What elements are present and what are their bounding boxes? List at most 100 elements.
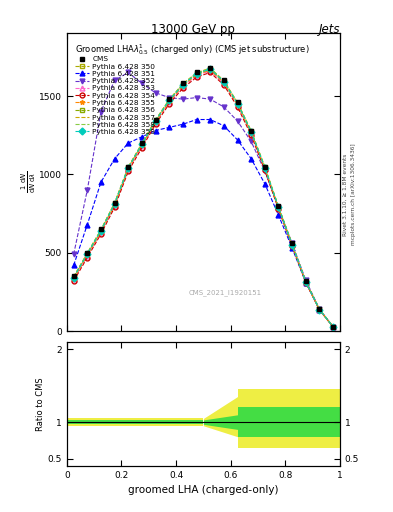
Pythia 6.428 353 xyxy=(99,229,103,236)
Pythia 6.428 354 xyxy=(194,74,199,80)
Line: Pythia 6.428 356: Pythia 6.428 356 xyxy=(71,66,336,329)
Pythia 6.428 355 xyxy=(180,83,185,89)
Pythia 6.428 351 xyxy=(99,179,103,185)
Line: Pythia 6.428 359: Pythia 6.428 359 xyxy=(71,67,336,329)
Line: Pythia 6.428 350: Pythia 6.428 350 xyxy=(71,67,336,329)
Pythia 6.428 350 xyxy=(249,129,253,135)
Pythia 6.428 353 xyxy=(194,73,199,79)
CMS xyxy=(112,200,117,206)
Pythia 6.428 352 xyxy=(140,80,144,87)
Pythia 6.428 355 xyxy=(99,228,103,234)
Pythia 6.428 355 xyxy=(235,101,240,108)
Pythia 6.428 355 xyxy=(276,205,281,211)
Pythia 6.428 352 xyxy=(208,96,213,102)
Pythia 6.428 353 xyxy=(263,166,267,172)
CMS xyxy=(235,99,240,105)
Pythia 6.428 359 xyxy=(194,71,199,77)
Pythia 6.428 357 xyxy=(276,203,281,209)
Pythia 6.428 358 xyxy=(249,128,253,134)
Pythia 6.428 354 xyxy=(249,132,253,138)
Pythia 6.428 358 xyxy=(167,97,172,103)
Pythia 6.428 357 xyxy=(180,81,185,87)
Pythia 6.428 350 xyxy=(126,165,130,171)
Pythia 6.428 351 xyxy=(235,137,240,143)
Pythia 6.428 353 xyxy=(276,205,281,211)
Pythia 6.428 357 xyxy=(235,99,240,105)
Pythia 6.428 356 xyxy=(140,141,144,147)
Pythia 6.428 350 xyxy=(235,101,240,107)
Pythia 6.428 354 xyxy=(71,278,76,284)
Pythia 6.428 355 xyxy=(112,202,117,208)
Pythia 6.428 358 xyxy=(71,274,76,280)
CMS xyxy=(222,77,226,83)
Pythia 6.428 352 xyxy=(126,70,130,76)
Y-axis label: Ratio to CMS: Ratio to CMS xyxy=(36,377,45,431)
Pythia 6.428 350 xyxy=(167,98,172,104)
Pythia 6.428 357 xyxy=(263,164,267,170)
Pythia 6.428 357 xyxy=(208,65,213,71)
Pythia 6.428 350 xyxy=(331,324,336,330)
Pythia 6.428 359 xyxy=(126,165,130,171)
Pythia 6.428 354 xyxy=(180,85,185,91)
Pythia 6.428 350 xyxy=(99,228,103,234)
Pythia 6.428 357 xyxy=(222,77,226,83)
Pythia 6.428 359 xyxy=(85,251,90,257)
Pythia 6.428 354 xyxy=(99,231,103,237)
Pythia 6.428 356 xyxy=(99,227,103,233)
Pythia 6.428 358 xyxy=(194,70,199,76)
Pythia 6.428 357 xyxy=(153,117,158,123)
Pythia 6.428 355 xyxy=(153,119,158,125)
Pythia 6.428 353 xyxy=(222,80,226,87)
CMS xyxy=(290,240,294,246)
Pythia 6.428 355 xyxy=(317,307,322,313)
Pythia 6.428 351 xyxy=(208,116,213,122)
CMS xyxy=(276,203,281,209)
Pythia 6.428 351 xyxy=(112,156,117,162)
Pythia 6.428 350 xyxy=(112,201,117,207)
Pythia 6.428 356 xyxy=(290,242,294,248)
Pythia 6.428 358 xyxy=(303,279,308,285)
Pythia 6.428 351 xyxy=(167,124,172,131)
Pythia 6.428 357 xyxy=(140,140,144,146)
Pythia 6.428 353 xyxy=(71,276,76,283)
Pythia 6.428 355 xyxy=(194,72,199,78)
Text: mcplots.cern.ch [arXiv:1306.3436]: mcplots.cern.ch [arXiv:1306.3436] xyxy=(351,144,356,245)
CMS xyxy=(99,226,103,232)
CMS xyxy=(71,273,76,280)
Line: Pythia 6.428 351: Pythia 6.428 351 xyxy=(71,117,336,329)
Pythia 6.428 358 xyxy=(153,117,158,123)
Pythia 6.428 355 xyxy=(222,79,226,86)
Pythia 6.428 355 xyxy=(126,166,130,172)
Pythia 6.428 350 xyxy=(276,204,281,210)
Pythia 6.428 351 xyxy=(331,324,336,330)
Pythia 6.428 356 xyxy=(235,100,240,106)
Pythia 6.428 353 xyxy=(235,102,240,109)
Pythia 6.428 359 xyxy=(99,227,103,233)
Pythia 6.428 357 xyxy=(290,241,294,247)
Pythia 6.428 353 xyxy=(112,203,117,209)
Pythia 6.428 358 xyxy=(126,164,130,170)
Pythia 6.428 354 xyxy=(290,243,294,249)
Pythia 6.428 350 xyxy=(180,82,185,88)
Pythia 6.428 354 xyxy=(112,204,117,210)
Pythia 6.428 355 xyxy=(85,252,90,258)
Pythia 6.428 352 xyxy=(85,187,90,193)
Pythia 6.428 359 xyxy=(331,324,336,330)
Pythia 6.428 358 xyxy=(85,250,90,257)
Pythia 6.428 353 xyxy=(167,99,172,105)
Pythia 6.428 356 xyxy=(331,324,336,330)
Pythia 6.428 356 xyxy=(180,81,185,88)
Pythia 6.428 356 xyxy=(317,306,322,312)
Pythia 6.428 358 xyxy=(222,78,226,84)
Pythia 6.428 356 xyxy=(71,274,76,280)
Pythia 6.428 358 xyxy=(317,306,322,312)
Pythia 6.428 352 xyxy=(99,109,103,115)
Line: Pythia 6.428 358: Pythia 6.428 358 xyxy=(73,69,333,327)
Pythia 6.428 359 xyxy=(303,279,308,285)
Pythia 6.428 355 xyxy=(303,279,308,285)
Pythia 6.428 353 xyxy=(85,253,90,259)
Pythia 6.428 352 xyxy=(249,138,253,144)
Pythia 6.428 351 xyxy=(71,262,76,268)
CMS xyxy=(153,116,158,122)
Pythia 6.428 350 xyxy=(263,165,267,171)
